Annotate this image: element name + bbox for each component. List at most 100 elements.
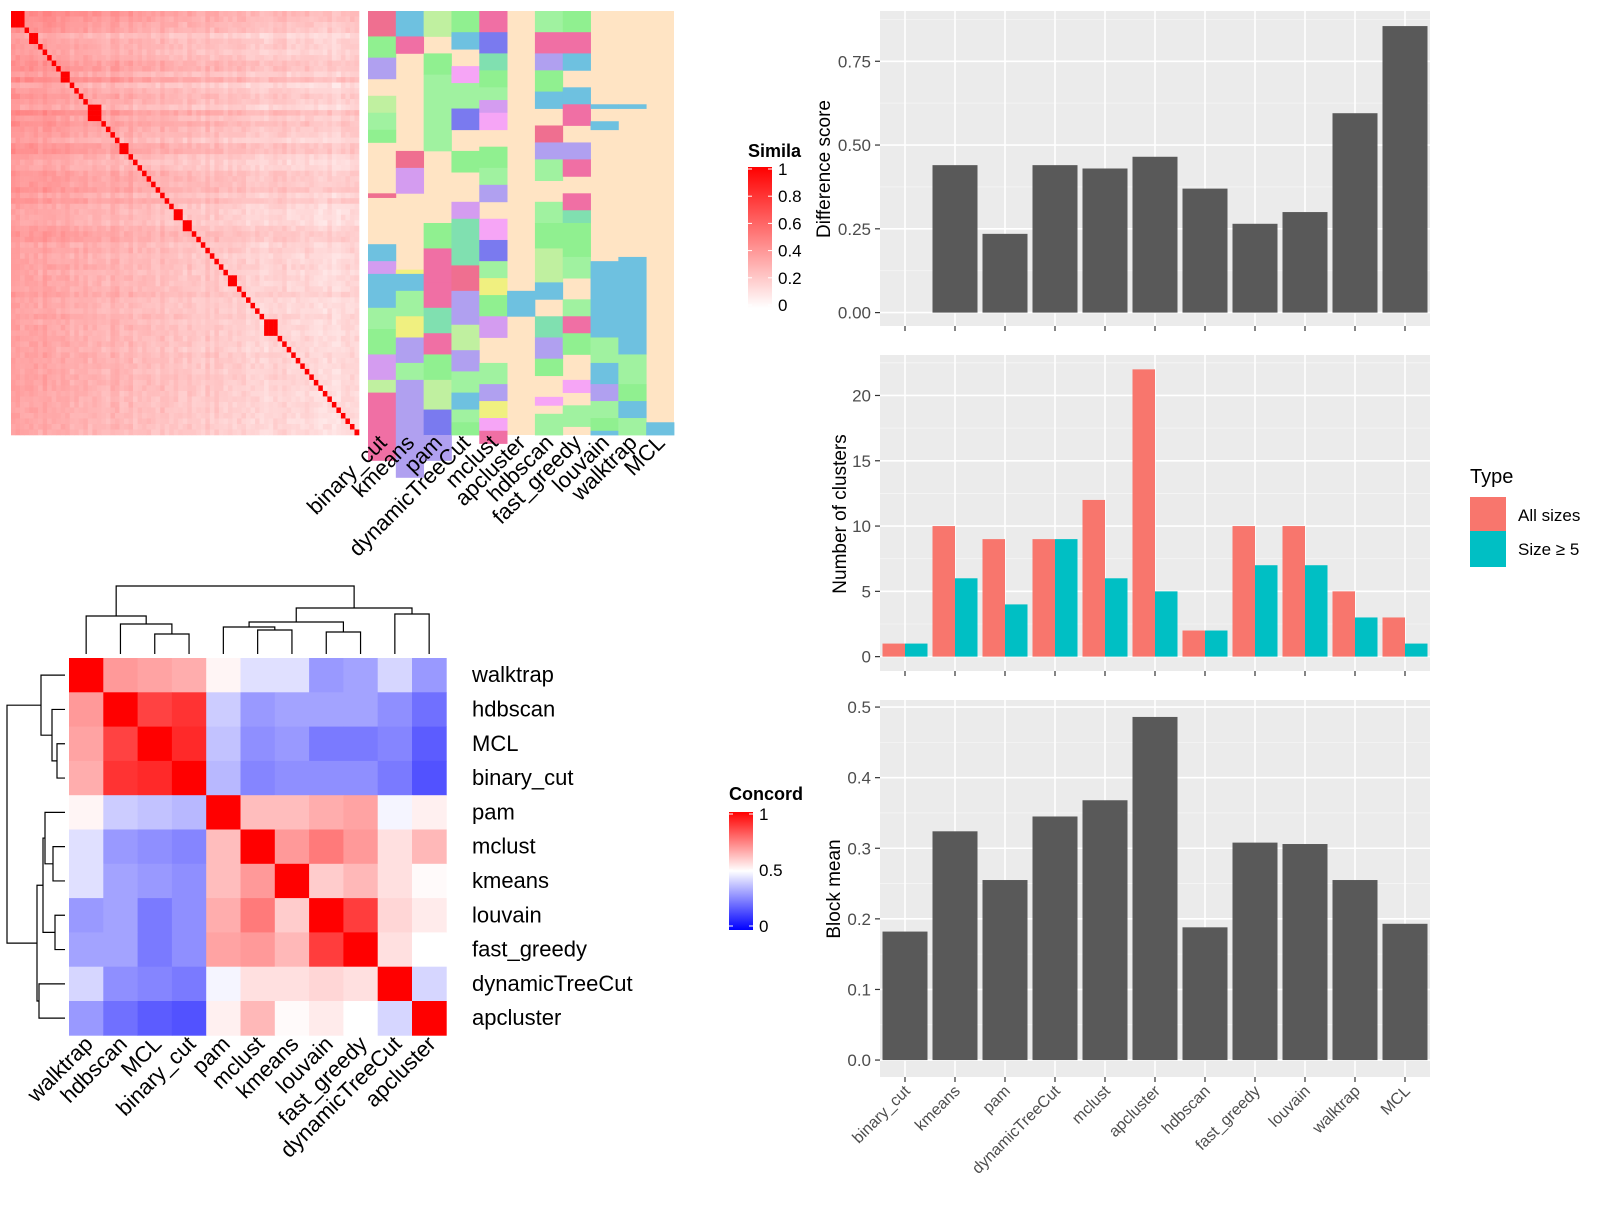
similarity-cell [336,71,342,78]
similarity-cell [354,16,360,23]
similarity-cell [209,335,215,342]
similarity-cell [78,71,84,78]
similarity-cell [60,258,66,265]
similarity-cell [282,132,287,138]
similarity-cell [182,77,188,83]
similarity-cell [322,170,328,177]
similarity-cell [218,154,224,160]
similarity-cell [349,126,355,133]
similarity-cell [169,291,174,298]
similarity-cell [123,93,129,100]
similarity-cell [200,346,206,353]
similarity-cell [259,253,265,260]
similarity-cell [69,357,75,364]
similarity-cell [101,121,107,127]
similarity-cell [137,99,143,105]
similarity-cell [123,253,129,260]
similarity-cell [264,258,269,265]
similarity-cell [336,192,342,199]
similarity-cell [218,88,224,94]
similarity-cell [214,308,220,315]
similarity-cell [33,203,39,210]
similarity-cell [295,165,301,171]
similarity-cell [331,264,337,271]
similarity-cell [51,198,57,205]
similarity-cell [92,16,98,23]
similarity-cell [11,297,16,304]
similarity-cell [123,38,129,45]
similarity-cell [128,242,134,249]
similarity-cell [259,159,265,166]
similarity-cell [160,335,165,342]
similarity-cell [318,214,324,221]
similarity-cell [60,324,66,331]
similarity-cell [268,143,274,149]
similarity-cell [137,11,143,17]
similarity-cell [246,154,251,160]
similarity-cell [182,198,188,205]
similarity-cell [205,357,211,364]
similarity-cell [137,137,143,144]
similarity-cell [255,231,260,238]
similarity-cell [146,115,152,122]
similarity-cell [313,302,319,309]
similarity-cell [114,302,120,309]
similarity-cell [236,170,242,177]
similarity-cell [255,247,260,254]
similarity-cell [38,264,43,271]
similarity-cell [42,308,48,315]
similarity-cell [273,99,278,105]
similarity-cell [214,148,220,155]
similarity-cell [123,242,129,249]
similarity-cell [191,341,197,348]
similarity-cell [78,264,84,271]
similarity-cell [146,247,152,254]
similarity-cell [155,247,161,254]
similarity-cell [38,302,43,309]
similarity-cell [74,236,80,243]
similarity-cell [218,302,224,309]
similarity-cell [209,159,215,166]
similarity-cell [164,176,170,182]
similarity-cell [309,253,315,260]
similarity-cell [151,236,156,243]
similarity-cell [155,198,161,205]
similarity-cell [200,242,206,249]
similarity-cell [322,313,328,320]
similarity-cell [191,363,197,370]
similarity-cell [349,93,355,100]
similarity-cell [29,363,34,370]
similarity-cell [236,132,242,138]
similarity-cell [155,308,161,315]
similarity-cell [259,132,265,138]
similarity-cell [87,269,93,276]
similarity-cell [151,341,156,348]
similarity-cell [74,264,80,271]
similarity-cell [87,27,93,34]
similarity-cell [340,88,346,94]
similarity-cell [92,302,98,309]
similarity-cell [196,104,202,111]
similarity-cell [300,286,306,293]
similarity-cell [38,198,43,205]
similarity-cell [146,225,152,232]
similarity-cell [218,297,224,304]
similarity-cell [295,148,301,155]
similarity-cell [123,346,129,353]
similarity-cell [214,363,220,370]
similarity-cell [223,291,229,298]
similarity-cell [110,33,116,39]
similarity-cell [191,247,197,254]
similarity-cell [155,11,161,17]
similarity-cell [236,330,242,337]
similarity-cell [69,38,75,45]
similarity-cell [223,330,229,337]
similarity-cell [309,137,315,144]
similarity-cell [241,341,247,348]
similarity-cell [151,313,156,320]
similarity-cell [119,110,125,116]
similarity-cell [218,253,224,260]
similarity-cell [164,247,170,254]
similarity-cell [218,27,224,34]
similarity-cell [173,209,179,216]
